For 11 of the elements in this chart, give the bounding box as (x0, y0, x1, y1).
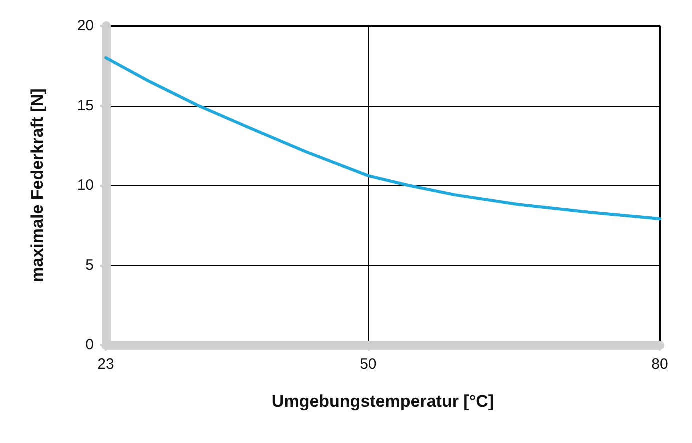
y-tick-label: 0 (86, 336, 94, 354)
line-series (104, 56, 662, 220)
x-tick-label: 80 (652, 356, 668, 373)
y-tick-label: 10 (77, 177, 94, 194)
y-tick-label: 20 (77, 18, 94, 34)
y-tick-label: 15 (77, 97, 94, 114)
y-axis-title: maximale Federkraft [N] (28, 88, 47, 282)
x-tick-label: 50 (360, 356, 377, 373)
x-tick-label: 23 (98, 356, 114, 373)
y-tick-label: 5 (86, 256, 94, 274)
x-axis-title: Umgebungstemperatur [°C] (272, 392, 494, 411)
